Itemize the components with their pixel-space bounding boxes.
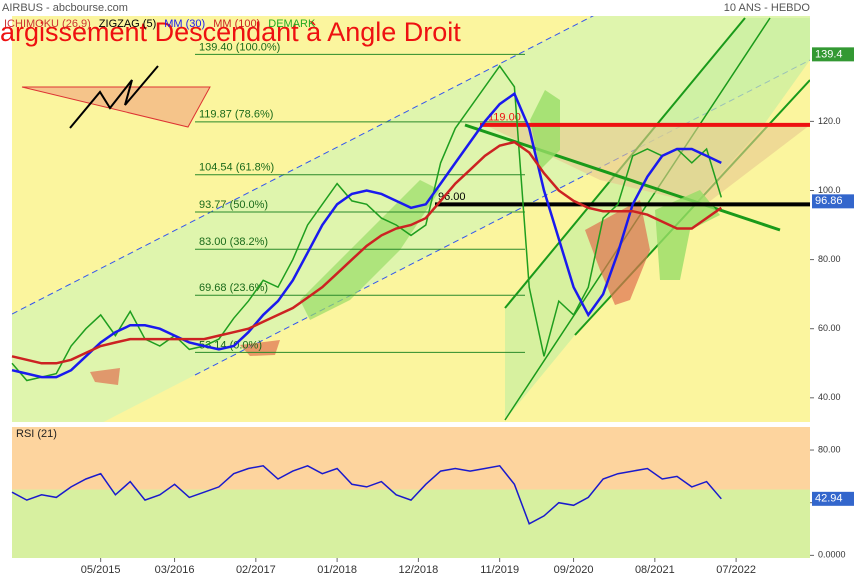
value-tag-label: 42.94: [815, 493, 843, 505]
x-tick-label: 02/2017: [236, 564, 276, 576]
value-tag: [812, 491, 854, 506]
chart-title: argissement Descendant à Angle Droit: [0, 17, 461, 47]
header-left: AIRBUS - abcbourse.com: [2, 2, 128, 14]
rsi-title: RSI (21): [16, 428, 57, 440]
value-tag-label: 96.86: [815, 195, 843, 207]
x-tick-label: 12/2018: [399, 564, 439, 576]
ichimoku-cloud: [90, 368, 120, 385]
line: [11, 64, 723, 382]
legend-entry: MM (30): [164, 18, 205, 30]
header-right: 10 ANS - HEBDO: [724, 2, 811, 14]
value-tag-label: 139.4: [815, 48, 843, 60]
fib-label: 83.00 (38.2%): [199, 236, 268, 248]
fib-label: 139.40 (100.0%): [199, 41, 280, 53]
trend-line: [464, 123, 781, 232]
line: [11, 91, 722, 379]
fib-label: 119.87 (78.6%): [199, 109, 273, 121]
x-tick-label: 03/2016: [155, 564, 195, 576]
ichimoku-cloud: [655, 190, 720, 280]
y-tick-label: 60.00: [818, 323, 841, 333]
pattern-icon: [69, 65, 159, 129]
y-tick-label: 80.00: [818, 254, 841, 264]
channel-line: [12, 16, 594, 315]
y-tick-label: 120.0: [818, 116, 841, 126]
y-tick-label: 100.0: [818, 185, 841, 195]
value-tag: [812, 47, 854, 62]
x-tick-label: 07/2022: [716, 564, 756, 576]
y-tick-label: 40.00: [818, 392, 841, 402]
x-tick-label: 01/2018: [317, 564, 357, 576]
fib-label: 69.68 (23.6%): [199, 282, 268, 294]
legend-entry: DEMARK: [268, 18, 316, 30]
legend-entry: ICHIMOKU (26,9): [4, 18, 91, 30]
legend-entry: MM (100): [213, 18, 260, 30]
level-label: 119.00: [488, 112, 521, 124]
overbought-zone: [12, 427, 810, 490]
x-tick-label: 05/2015: [81, 564, 121, 576]
fib-label: 104.54 (61.8%): [199, 162, 274, 174]
line: [11, 140, 723, 365]
fib-label: 93.77 (50.0%): [199, 199, 268, 211]
legend-entry: ZIGZAG (5): [99, 18, 156, 30]
x-tick-label: 09/2020: [554, 564, 594, 576]
ichimoku-cloud: [530, 90, 560, 170]
line: [11, 464, 722, 525]
fib-label: 53.14 (0.0%): [199, 339, 262, 351]
pattern-area: [485, 125, 810, 205]
pattern-icon: [21, 86, 211, 128]
ichimoku-cloud: [300, 180, 440, 320]
x-tick-label: 11/2019: [480, 564, 519, 576]
value-tag: [812, 194, 854, 209]
y-tick-label: 80.00: [818, 444, 841, 454]
x-tick-label: 08/2021: [635, 564, 675, 576]
y-tick-label: 0.0000: [818, 550, 846, 560]
